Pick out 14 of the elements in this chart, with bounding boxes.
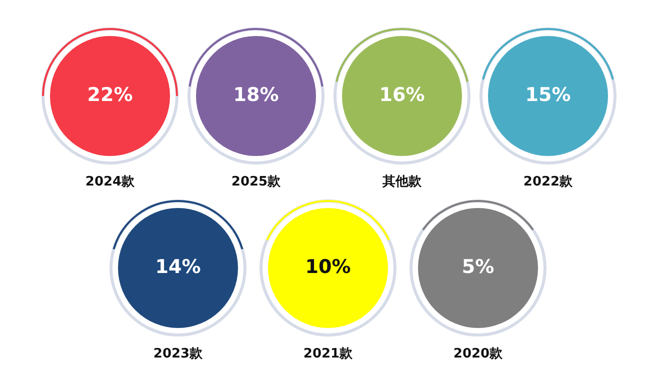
data-label: 22% <box>87 84 133 106</box>
category-label: 2020款 <box>453 346 504 362</box>
data-label: 16% <box>379 84 425 106</box>
data-label: 18% <box>233 84 279 106</box>
category-label: 其他款 <box>382 174 422 190</box>
data-label: 10% <box>305 256 351 278</box>
category-label: 2024款 <box>85 174 136 190</box>
category-label: 2022款 <box>523 174 574 190</box>
category-label: 2023款 <box>153 346 204 362</box>
category-label: 2021款 <box>303 346 354 362</box>
data-label: 5% <box>462 256 494 278</box>
data-label: 15% <box>525 84 571 106</box>
category-label: 2025款 <box>231 174 282 190</box>
data-label: 14% <box>155 256 201 278</box>
